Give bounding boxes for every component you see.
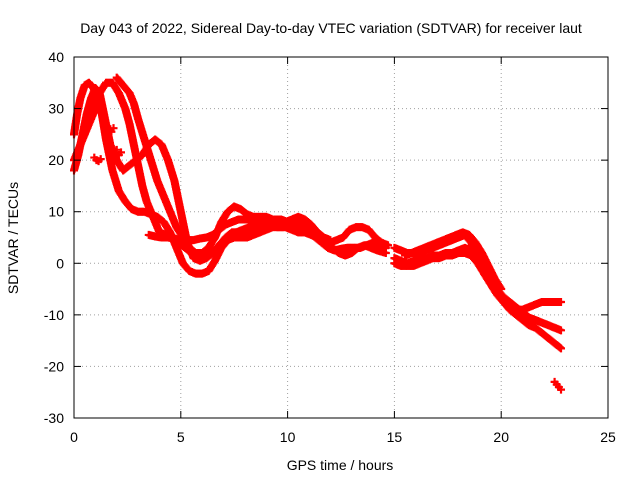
y-tick-label: 10 <box>48 204 64 220</box>
series-track-e <box>144 215 390 255</box>
y-tick-label: -20 <box>44 358 64 374</box>
data-points <box>70 73 566 394</box>
x-axis-label: GPS time / hours <box>287 457 394 473</box>
y-axis-label: SDTVAR / TECUs <box>5 182 21 294</box>
x-tick-label: 5 <box>177 429 185 445</box>
series-track-h <box>390 248 566 353</box>
y-tick-label: 20 <box>48 152 64 168</box>
data-point <box>109 124 118 133</box>
y-tick-label: -30 <box>44 410 64 426</box>
data-point <box>96 155 105 164</box>
data-point <box>116 148 125 157</box>
data-point <box>557 326 566 335</box>
x-tick-label: 10 <box>280 429 296 445</box>
data-point <box>557 385 566 394</box>
data-point <box>326 236 335 245</box>
data-point <box>557 344 566 353</box>
series-isolated <box>90 124 566 394</box>
chart-title: Day 043 of 2022, Sidereal Day-to-day VTE… <box>80 20 582 36</box>
axis-ticks: 0 5 10 15 20 25 -30 -20 -10 0 10 20 30 40 <box>44 49 616 445</box>
series-track-i <box>401 228 506 294</box>
data-point <box>381 243 390 252</box>
data-point <box>557 297 566 306</box>
x-tick-label: 25 <box>600 429 616 445</box>
data-point <box>112 145 121 154</box>
y-tick-label: -10 <box>44 307 64 323</box>
x-tick-label: 20 <box>493 429 509 445</box>
series-track-g <box>390 243 566 335</box>
x-tick-label: 15 <box>387 429 403 445</box>
y-tick-label: 40 <box>48 49 64 65</box>
plot-frame <box>73 56 609 419</box>
y-tick-label: 0 <box>56 255 64 271</box>
data-point <box>497 285 506 294</box>
x-tick-label: 0 <box>70 429 78 445</box>
y-tick-label: 30 <box>48 101 64 117</box>
